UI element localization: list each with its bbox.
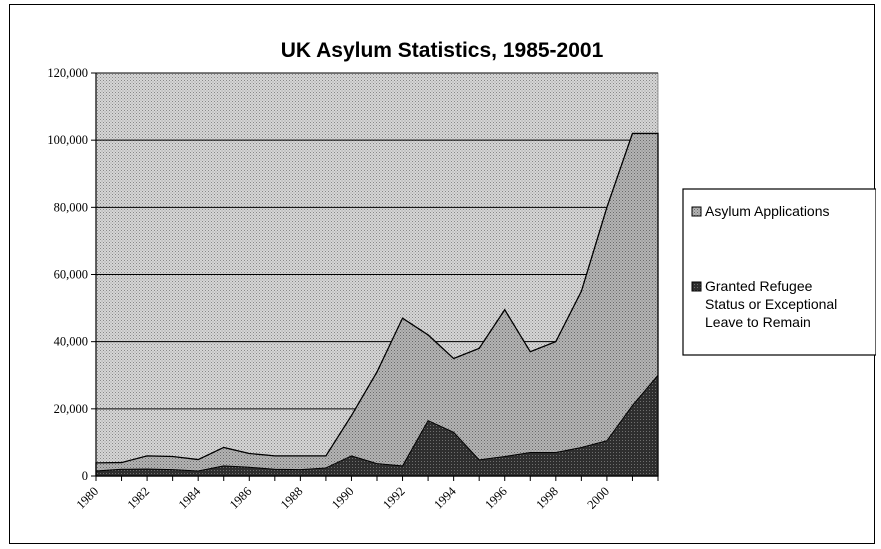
x-tick-label: 1988 <box>278 484 306 512</box>
legend-box <box>682 188 876 356</box>
y-tick-label: 120,000 <box>47 66 88 80</box>
x-tick-label: 2000 <box>584 484 612 512</box>
y-tick-label: 0 <box>82 469 88 483</box>
y-tick-label: 80,000 <box>54 200 88 214</box>
area-asylum-applications <box>95 132 659 477</box>
chart-title: UK Asylum Statistics, 1985-2001 <box>281 39 604 62</box>
y-tick-label: 20,000 <box>54 402 88 416</box>
x-tick-label: 1990 <box>329 484 357 512</box>
legend-label-granted: Granted Refugee Status or Exceptional Leav… <box>705 278 837 330</box>
y-tick-label: 100,000 <box>47 133 88 147</box>
x-tick-label: 1992 <box>380 484 408 512</box>
x-tick-label: 1996 <box>482 484 510 512</box>
x-tick-label: 1998 <box>533 484 561 512</box>
legend-swatch-applications <box>691 206 702 217</box>
area-granted-refugee-status <box>95 373 659 477</box>
x-tick-label: 1982 <box>125 484 153 512</box>
x-tick-label: 1994 <box>431 484 459 512</box>
x-tick-labels: 1980 1982 1984 1986 1988 1990 1992 1994 1996 1998… <box>74 476 659 512</box>
legend-swatch-granted <box>691 281 702 292</box>
legend: Asylum Applications Granted Refugee Statu… <box>682 188 876 356</box>
legend-label-applications: Asylum Applications <box>705 203 830 219</box>
x-tick-label: 1986 <box>227 484 255 512</box>
y-tick-label: 60,000 <box>54 268 88 282</box>
y-tick-label: 40,000 <box>54 335 88 349</box>
x-tick-label: 1980 <box>74 484 102 512</box>
x-tick-label: 1984 <box>176 484 204 512</box>
chart: UK Asylum Statistics, 1985-2001 0 20,000 4… <box>47 39 876 512</box>
chart-frame: UK Asylum Statistics, 1985-2001 0 20,000 4… <box>9 4 876 544</box>
y-tick-labels: 0 20,000 40,000 60,000 80,000 100,000 120,000 <box>47 66 96 483</box>
